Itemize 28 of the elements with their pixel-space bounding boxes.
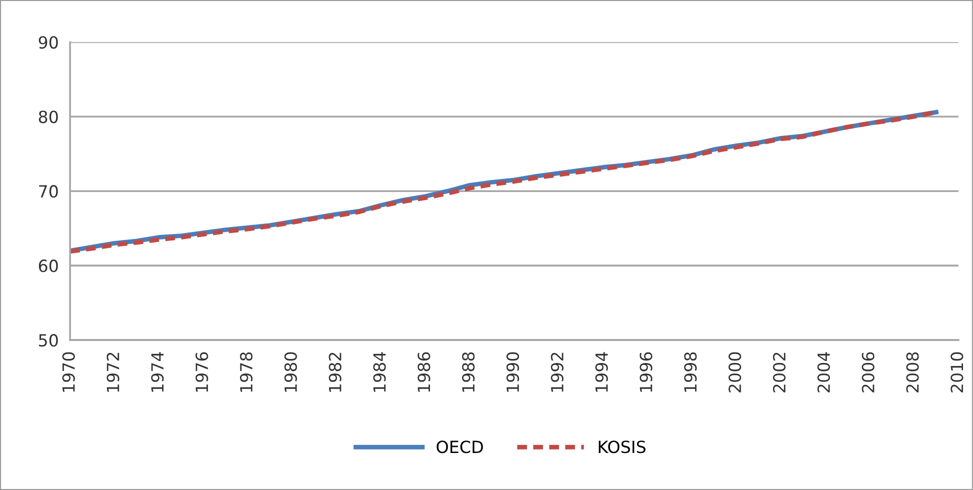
x-tick-label: 2002: [772, 352, 786, 392]
x-tick-label: 1990: [506, 352, 520, 392]
x-tick-label: 1998: [684, 352, 697, 392]
x-tick-label: 1970: [62, 352, 75, 392]
y-tick-label: 60: [38, 260, 58, 272]
x-tick-label: 1992: [550, 352, 564, 392]
x-tick-label: 1976: [196, 352, 208, 392]
x-tick-label: 1996: [640, 352, 652, 392]
x-tick-label: 1986: [418, 352, 430, 392]
x-tick-label: 1994: [595, 352, 608, 392]
y-tick-label: 90: [38, 36, 58, 49]
y-tick-label: 70: [39, 185, 58, 198]
legend-label: KOSIS: [598, 440, 646, 454]
x-tick-label: 2000: [728, 352, 742, 392]
x-tick-label: 2010: [950, 352, 964, 392]
legend-label: OECD: [436, 440, 483, 454]
y-tick-label: 50: [39, 334, 58, 347]
x-tick-label: 1984: [373, 352, 386, 392]
x-tick-label: 1978: [240, 352, 253, 392]
x-tick-label: 1980: [284, 352, 297, 392]
x-tick-label: 2006: [862, 352, 874, 392]
x-tick-label: 2004: [817, 352, 830, 392]
x-tick-label: 1988: [462, 352, 475, 392]
x-tick-label: 1974: [151, 352, 164, 392]
x-tick-label: 2008: [906, 352, 919, 392]
y-tick-label: 80: [38, 110, 58, 124]
x-tick-label: 1982: [328, 352, 342, 392]
x-tick-label: 1972: [106, 352, 120, 392]
